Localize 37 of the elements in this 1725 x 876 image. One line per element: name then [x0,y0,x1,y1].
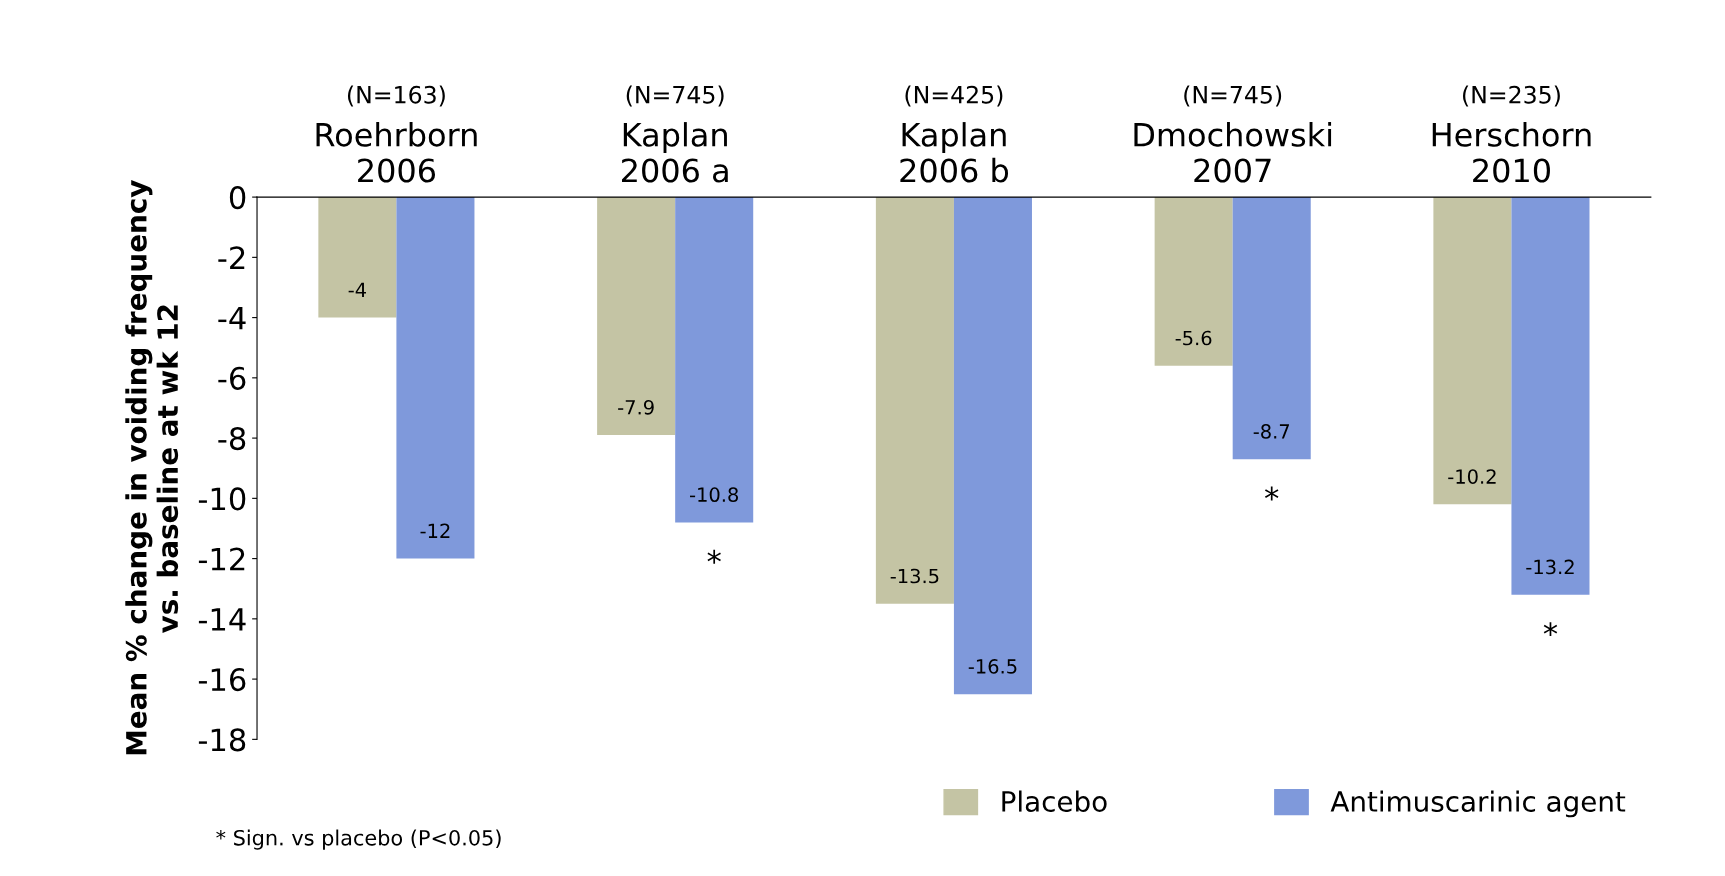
data-label: -12 [420,523,450,538]
data-label: -8.7 [1253,424,1290,439]
data-label: -10.8 [689,487,739,503]
text: (N=425) [905,85,1003,107]
data-label: -10.2 [1448,469,1496,484]
text: (N=163) [347,85,445,107]
y-tick-label: -16 [198,668,246,692]
data-label: -5.6 [1175,330,1212,346]
x-tick-label: Roehrborn 2006 [316,122,477,183]
x-tick-label: Kaplan 2006 b [900,122,1009,183]
y-axis-title: Mean % change in voiding frequency vs. baseline at wk 12 [125,180,179,755]
y-tick-label: -2 [218,246,245,269]
text: (N=745) [1184,85,1282,107]
y-tick-label: -12 [198,547,245,571]
y-tick-label: -4 [218,306,246,330]
data-label: -13.2 [1526,559,1574,575]
y-tick-label: -14 [198,608,246,631]
data-label: -4 [348,282,366,297]
y-tick-label: -18 [198,728,246,752]
y-tick-label: -8 [218,427,246,451]
annotation: * [1543,622,1558,637]
y-tick-label: 0 [229,186,246,210]
y-tick-label: -6 [218,366,246,390]
data-label: -13.5 [890,568,939,584]
y-tick-label: -10 [198,487,246,511]
x-tick-label: Herschorn 2010 [1432,122,1591,183]
legend-label: Placebo [1002,790,1107,812]
text: (N=235) [1463,85,1560,107]
x-tick-label: Kaplan 2006 a [621,122,728,183]
text: (N=745) [626,85,724,107]
x-tick-label: Dmochowski 2007 [1134,122,1332,183]
data-label: -7.9 [618,399,654,415]
text: * Sign. vs placebo (P<0.05) [216,829,501,850]
legend-label: Antimuscarinic agent [1330,790,1626,818]
annotation: * [1264,486,1279,501]
annotation: * [707,549,721,564]
data-label: -16.5 [968,659,1017,674]
